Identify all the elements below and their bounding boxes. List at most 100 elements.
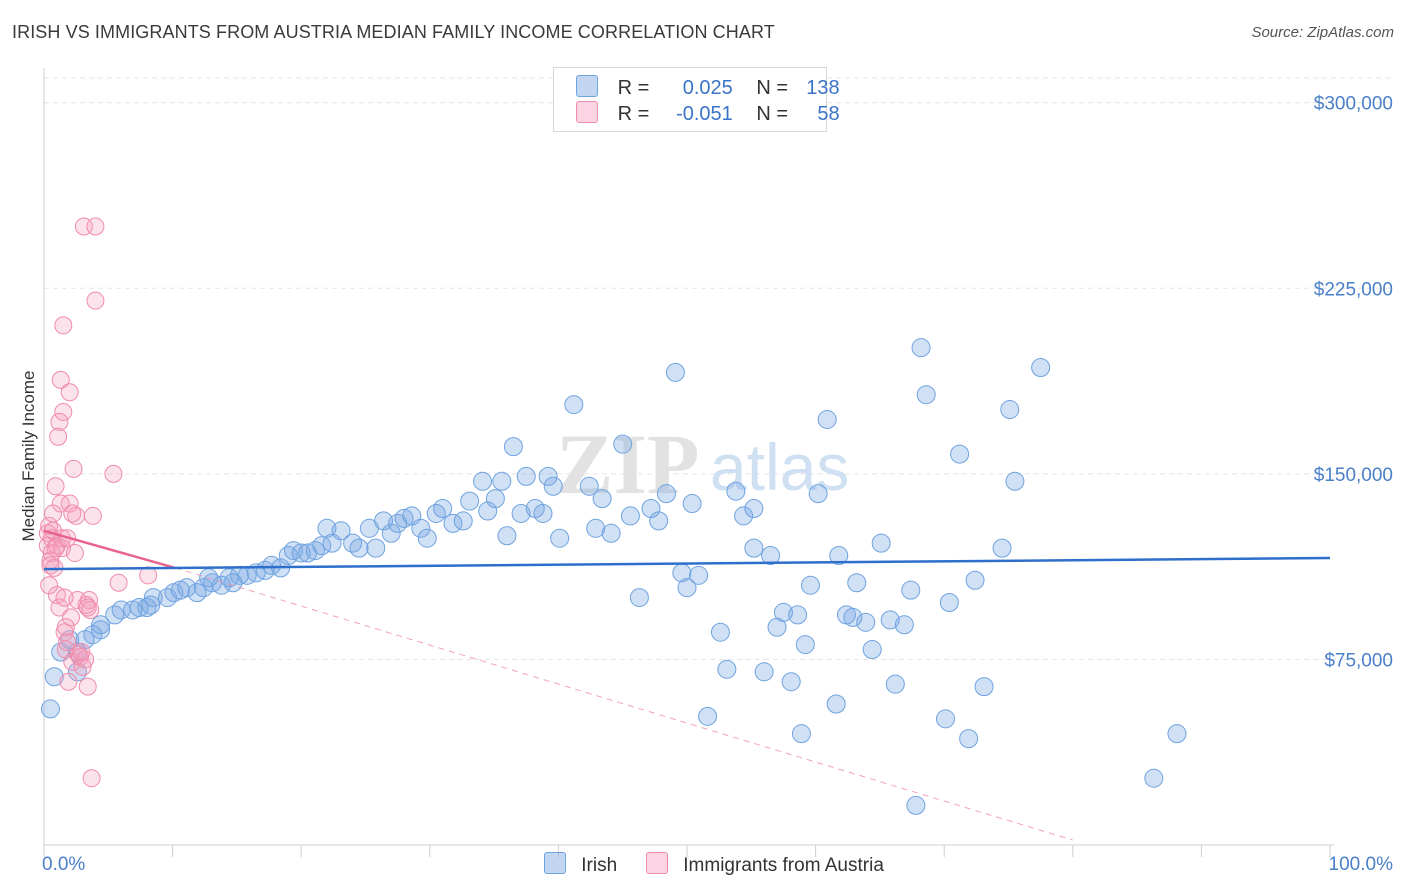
austria-point-44 [86,291,105,310]
irish-point-68 [533,503,553,523]
irish-point-42 [331,521,351,541]
irish-points [40,338,1187,815]
irish-point-79 [629,588,649,608]
irish-point-127 [1144,768,1164,788]
irish-point-121 [965,570,985,590]
austria-point-43 [86,217,105,236]
irish-point-71 [550,528,570,548]
irish-point-38 [305,541,325,561]
irish-point-130 [744,538,764,558]
legend-irish-r-label: R = [617,77,650,99]
irish-point-57 [453,511,473,531]
irish-point-97 [773,602,793,622]
irish-point-72 [564,395,584,415]
irish-point-100 [795,635,815,655]
bottom-legend-austria-label: Immigrants from Austria [683,855,884,876]
austria-point-48 [41,556,60,575]
irish-point-8 [91,620,111,640]
austria-point-53 [63,504,82,523]
austria-point-17 [54,403,73,422]
irish-point-59 [473,471,493,491]
y-tick-label-1: $150,000 [1314,465,1393,486]
austria-point-29 [65,544,84,563]
irish-point-85 [677,578,697,598]
irish-point-94 [754,662,774,682]
y-axis-label: Median Family Income [19,370,38,541]
irish-point-75 [592,489,612,509]
austria-point-34 [73,657,92,676]
chart-title: IRISH VS IMMIGRANTS FROM AUSTRIA MEDIAN … [12,22,775,42]
irish-point-93 [744,499,764,519]
irish-point-53 [417,528,437,548]
irish-point-74 [586,518,606,538]
irish-point-16 [143,588,163,608]
irish-point-126 [1031,357,1051,377]
irish-point-15 [141,595,161,615]
irish-point-124 [1000,400,1020,420]
irish-point-112 [885,674,905,694]
irish-point-0 [40,699,60,719]
irish-point-120 [959,729,979,749]
irish-point-98 [781,672,801,692]
irish-point-118 [939,593,959,613]
irish-point-111 [880,610,900,630]
legend-irish-r-value: 0.025 [682,77,733,99]
austria-point-50 [49,427,68,446]
irish-point-36 [291,543,311,563]
irish-point-61 [485,489,505,509]
irish-point-35 [283,541,303,561]
irish-point-76 [601,523,621,543]
irish-point-104 [826,694,846,714]
irish-point-52 [411,518,431,538]
irish-point-25 [211,575,231,595]
irish-point-20 [177,578,197,598]
irish-point-64 [503,437,523,457]
irish-point-46 [366,538,386,558]
austria-point-24 [60,383,79,402]
irish-point-119 [950,444,970,464]
irish-point-54 [426,503,446,523]
irish-point-65 [511,503,531,523]
irish-point-70 [543,476,563,496]
bottom-legend-austria: Immigrants from Austria [646,852,884,877]
irish-point-95 [761,546,781,566]
legend-irish-n-value: 138 [806,77,840,99]
stats-legend: R = 0.025 N = 138 R = -0.051 N = 58 [553,67,840,132]
irish-point-101 [800,575,820,595]
irish-point-128 [1167,724,1187,744]
austria-point-45 [104,464,123,483]
legend-row-irish: R = 0.025 N = 138 [576,75,840,101]
irish-point-122 [974,677,994,697]
legend-austria-r-label: R = [617,103,650,125]
austria-point-9 [46,477,65,496]
bottom-legend-irish: Irish [544,852,617,877]
irish-point-125 [1005,471,1025,491]
austria-point-51 [50,412,69,431]
irish-point-48 [381,523,401,543]
irish-point-132 [791,724,811,744]
austria-trend-dashed [175,567,1073,841]
irish-point-63 [497,526,517,546]
irish-point-88 [698,706,718,726]
x-tick-label-1: 100.0% [1329,854,1394,875]
irish-point-86 [682,494,702,514]
austria-point-23 [59,672,78,691]
austria-point-28 [64,459,83,478]
irish-point-123 [992,538,1012,558]
irish-point-114 [901,580,921,600]
irish-point-69 [538,466,558,486]
austria-trend-line [43,529,176,570]
irish-trend-line [43,556,1331,571]
irish-point-102 [808,484,828,504]
irish-point-117 [935,709,955,729]
austria-point-41 [82,769,101,788]
austria-point-13 [51,370,70,389]
irish-point-13 [129,597,149,617]
legend-swatch-austria [576,101,598,123]
austria-point-42 [83,506,102,525]
legend-irish-n-label: N = [756,77,789,99]
irish-point-50 [394,508,414,528]
y-tick-label-2: $225,000 [1314,279,1393,300]
irish-point-110 [871,533,891,553]
irish-point-62 [492,471,512,491]
